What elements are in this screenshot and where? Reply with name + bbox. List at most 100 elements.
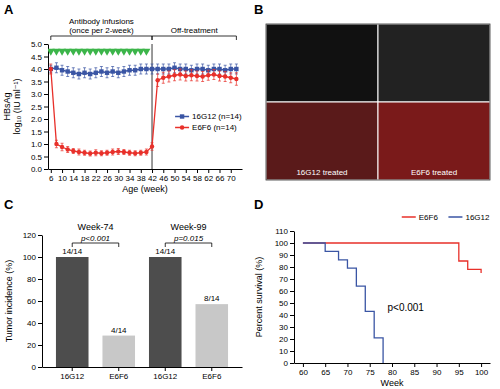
tick-label: 0: [284, 359, 289, 368]
panel: 6101418222630343842465054586266700.00.51…: [2, 17, 243, 194]
tick-label: 58: [193, 174, 202, 183]
tick: 58: [193, 169, 202, 183]
tick-mark: [414, 363, 415, 367]
tick: 0: [284, 359, 294, 368]
error-bar: [145, 64, 148, 74]
tick-label: 18: [81, 174, 90, 183]
error-bar: [128, 150, 131, 155]
marker: [60, 145, 64, 149]
error-bar: [77, 69, 80, 79]
bar: [56, 257, 89, 367]
tick-label: 66: [216, 174, 225, 183]
text-line: Off-treatment: [171, 26, 219, 35]
marker: [155, 78, 159, 82]
error-bar: [66, 67, 69, 77]
tick-label: 60: [299, 368, 308, 377]
marker: [217, 67, 221, 71]
tick-label: 4.5: [31, 53, 43, 62]
tick: 3.0: [31, 90, 48, 99]
marker: [234, 67, 238, 71]
tick: 26: [103, 169, 112, 183]
error-bar: [128, 65, 131, 75]
text-line: Antibody infusions: [69, 17, 134, 26]
tick-mark: [44, 82, 48, 83]
panel-label: D: [254, 197, 263, 212]
tick-label: 6: [49, 174, 54, 183]
panel-label: C: [4, 197, 14, 212]
legend-marker: [180, 114, 184, 118]
marker: [60, 68, 64, 72]
marker: [144, 150, 148, 154]
tick-label: 2.5: [31, 103, 43, 112]
legend-swatch: [402, 216, 416, 218]
data-label: 8/14: [204, 294, 220, 303]
tick-label: 50: [171, 174, 180, 183]
panel: 16G12E6F616G12E6F602040608010012014/144/…: [4, 222, 243, 381]
panel-label: B: [254, 2, 263, 17]
tick-label: 0: [32, 363, 37, 372]
tick-mark: [290, 267, 294, 268]
tick-mark: [130, 169, 131, 173]
tick-mark: [347, 363, 348, 367]
tick-label: 85: [410, 368, 419, 377]
error-bar: [207, 70, 210, 80]
tick: 22: [92, 169, 101, 183]
axis: 020406080100120: [23, 231, 43, 372]
tick-mark: [73, 169, 74, 173]
annotation: Off-treatment: [171, 26, 219, 35]
reference-line: [152, 44, 153, 169]
error-bar: [72, 149, 75, 154]
tick: 50: [279, 299, 294, 308]
error-bar: [139, 64, 142, 74]
marker: [189, 73, 193, 77]
annotation: Antibody infusions(once per 2-week): [69, 17, 134, 35]
marker: [223, 74, 227, 78]
image-tile: [266, 102, 378, 180]
marker: [71, 71, 75, 75]
tick: 85: [410, 363, 419, 377]
series: [49, 64, 239, 156]
tick-mark: [44, 132, 48, 133]
marker: [122, 69, 126, 73]
marker: [82, 71, 86, 75]
text-line: Percent survival (%): [254, 257, 264, 338]
marker: [105, 71, 109, 75]
tick-label: 3.0: [31, 90, 43, 99]
tick-mark: [290, 363, 294, 364]
annotation: p<0.001: [388, 302, 425, 313]
tick-mark: [44, 44, 48, 45]
tick: 90: [433, 363, 442, 377]
marker: [65, 69, 69, 73]
annotation: E6F6 treated: [411, 168, 457, 177]
legend-swatch: [448, 216, 462, 218]
error-bar: [184, 71, 187, 81]
tick: 42: [148, 169, 157, 183]
tick-mark: [96, 169, 97, 173]
tick-mark: [38, 257, 42, 258]
tick-label: 70: [227, 174, 236, 183]
error-bar: [145, 149, 148, 155]
marker: [110, 69, 114, 73]
tick: 70: [227, 169, 236, 183]
marker: [54, 142, 58, 146]
tick-mark: [44, 94, 48, 95]
tick: 80: [388, 363, 397, 377]
image-tile: [378, 24, 490, 102]
tick: 2.0: [31, 115, 48, 124]
tick-label: 54: [182, 174, 191, 183]
tick: 120: [23, 231, 42, 240]
tick-mark: [186, 169, 187, 173]
tick: 16G12: [60, 367, 85, 381]
tick: 80: [279, 263, 294, 272]
error-bar: [179, 69, 182, 80]
tick-label: 95: [455, 368, 464, 377]
error-bar: [72, 68, 75, 78]
bracket: [152, 36, 236, 40]
bracket: [51, 36, 152, 40]
marker: [127, 151, 131, 155]
tick-label: 70: [279, 275, 288, 284]
tick-label: 75: [366, 368, 375, 377]
text-line: (once per 2-week): [69, 26, 134, 35]
tick-label: 80: [279, 263, 288, 272]
axis-line: [48, 45, 49, 170]
